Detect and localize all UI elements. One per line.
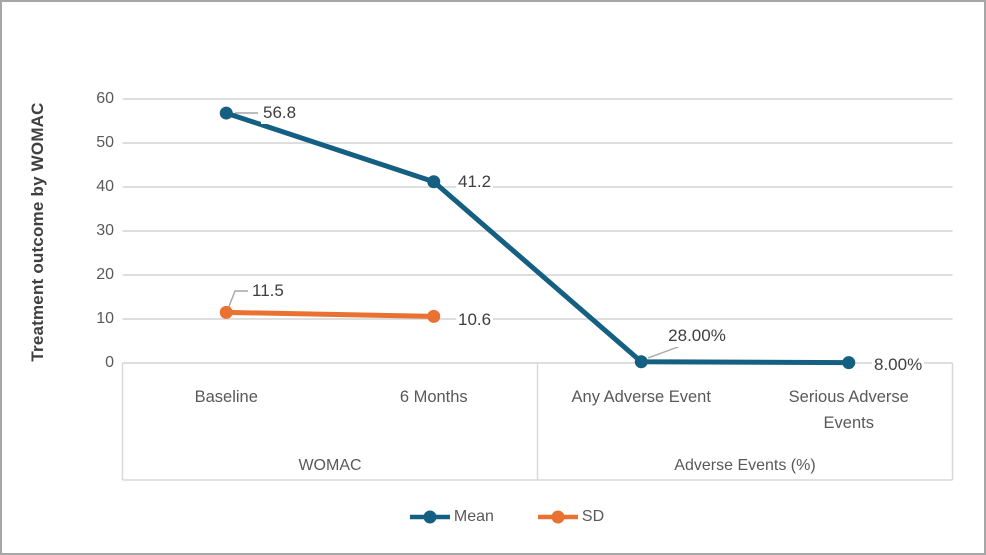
data-point-marker-mean — [634, 355, 648, 369]
x-category-label: Serious Adverse Events — [788, 388, 909, 432]
data-point-marker-mean — [219, 106, 233, 120]
data-label: 28.00% — [666, 325, 728, 347]
data-label: 10.6 — [456, 309, 494, 331]
data-label: 8.00% — [872, 354, 925, 376]
y-tick-label: 50 — [96, 134, 114, 151]
data-label-leader-line — [227, 290, 248, 310]
y-tick-label: 40 — [96, 178, 114, 195]
data-point-marker-sd — [219, 305, 233, 319]
series-line-mean — [223, 110, 852, 366]
legend-label: Mean — [453, 508, 494, 525]
legend-line-marker-icon — [409, 510, 450, 524]
x-axis-group-label: Adverse Events (%) — [674, 457, 816, 474]
legend: Mean SD — [14, 508, 984, 526]
y-tick-label: 60 — [96, 90, 114, 107]
data-label: 11.5 — [250, 280, 286, 302]
y-tick-label: 0 — [105, 354, 114, 371]
data-point-marker-mean — [842, 356, 856, 370]
data-label: 41.2 — [456, 171, 494, 193]
legend-item-sd: SD — [537, 508, 605, 526]
legend-line-marker-icon — [537, 510, 578, 524]
x-axis-group-label: WOMAC — [298, 457, 362, 474]
data-point-marker-mean — [427, 175, 441, 189]
x-category-label: Baseline — [194, 388, 258, 406]
x-category-label: 6 Months — [399, 388, 468, 406]
legend-item-mean: Mean — [409, 508, 494, 526]
y-tick-label: 20 — [96, 266, 114, 283]
data-point-marker-sd — [427, 309, 441, 323]
series-line-sd — [223, 309, 437, 319]
x-category-label: Any Adverse Event — [571, 388, 711, 406]
y-tick-label: 10 — [96, 310, 114, 327]
y-tick-label: 30 — [96, 222, 114, 239]
y-axis-title: Treatment outcome by WOMAC — [28, 102, 47, 362]
data-label: 56.8 — [261, 102, 299, 124]
legend-label: SD — [581, 508, 605, 525]
